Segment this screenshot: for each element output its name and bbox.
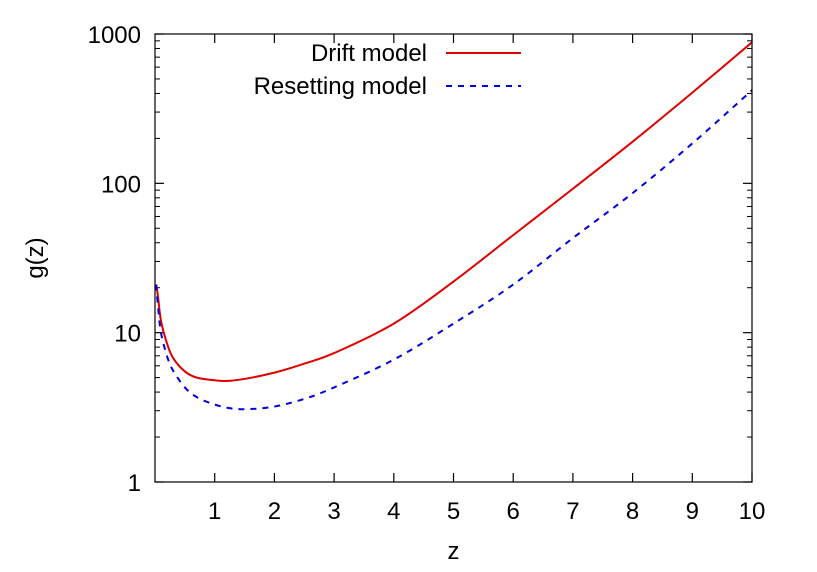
x-tick-label: 2: [268, 498, 281, 525]
x-tick-label: 5: [447, 498, 460, 525]
legend-entry-label: Drift model: [311, 40, 427, 67]
y-tick-label: 100: [101, 171, 141, 198]
x-axis-label: z: [448, 538, 460, 565]
legend: Drift model Resetting model: [254, 40, 521, 100]
ticks-layer: 1 2 3 4 5 6 7 8 9 10 1 10 100 1000: [88, 22, 766, 525]
series-line-resetting-model: [155, 89, 752, 411]
legend-entry-label: Resetting model: [254, 73, 427, 100]
x-tick-label: 3: [327, 498, 340, 525]
x-tick-label: 1: [208, 498, 221, 525]
x-tick-label: 6: [507, 498, 520, 525]
y-tick-label: 1: [128, 470, 141, 497]
x-tick-label: 8: [626, 498, 639, 525]
x-tick-label: 9: [686, 498, 699, 525]
x-tick-label: 7: [566, 498, 579, 525]
series-layer: [155, 41, 752, 411]
plot-area-frame: [154, 33, 753, 483]
y-tick-label: 1000: [88, 22, 141, 49]
y-tick-label: 10: [114, 321, 141, 348]
y-axis-label: g(z): [22, 237, 49, 278]
series-line-drift-model: [155, 41, 752, 383]
x-tick-label: 10: [739, 498, 766, 525]
x-tick-label: 4: [387, 498, 400, 525]
